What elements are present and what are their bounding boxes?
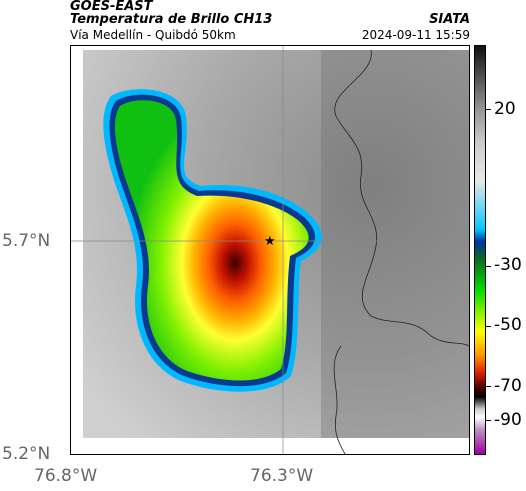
colorbar-tick-20 — [486, 109, 491, 110]
colorbar-label--90: -90 — [494, 410, 522, 430]
colorbar-tick--30 — [486, 266, 491, 267]
satellite-title: GOES-EAST — [70, 0, 153, 14]
colorbar-label--50: -50 — [494, 315, 522, 335]
colorbar-label--70: -70 — [494, 376, 522, 396]
y-tick-5.2: 5.2°N — [2, 444, 51, 464]
colorbar — [474, 45, 486, 455]
location-marker: ★ — [264, 234, 276, 249]
colorbar-tick--70 — [486, 386, 491, 387]
map-plot[interactable]: ★ — [70, 45, 470, 455]
y-tick-5.7: 5.7°N — [2, 231, 51, 251]
colorbar-label--30: -30 — [494, 255, 522, 275]
colorbar-tick--50 — [486, 326, 491, 327]
cloud-core — [114, 100, 309, 381]
border-line-1 — [334, 49, 469, 347]
map-canvas: ★ — [71, 46, 469, 454]
region-label: Vía Medellín - Quibdó 50km — [70, 28, 236, 42]
x-tick-76.8: 76.8°W — [34, 466, 98, 486]
product-title: Temperatura de Brillo CH13 — [70, 12, 273, 27]
border-line-2 — [333, 345, 346, 454]
dark-cloud-field — [321, 50, 469, 438]
colorbar-label-20: 20 — [494, 99, 516, 119]
x-tick-76.3: 76.3°W — [250, 466, 314, 486]
agency-label: SIATA — [429, 12, 470, 27]
datetime-label: 2024-09-11 15:59 — [361, 28, 470, 42]
colorbar-tick--90 — [486, 420, 491, 421]
